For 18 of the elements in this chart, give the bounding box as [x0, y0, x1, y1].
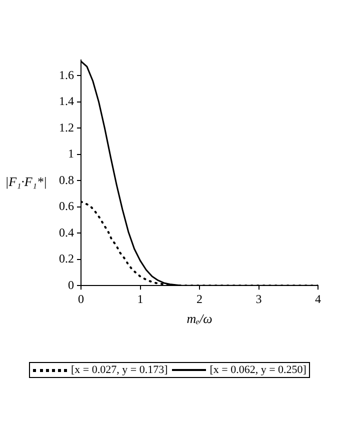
x-tick-label: 1 [137, 292, 144, 306]
y-tick-label: 0.6 [59, 199, 74, 214]
y-tick-label: 1.6 [59, 68, 74, 82]
y-tick-label: 1 [68, 146, 74, 161]
y-tick-label: 0.4 [59, 225, 74, 240]
x-tick-label: 0 [78, 292, 84, 306]
legend-label: [x = 0.027, y = 0.173] [71, 364, 168, 376]
y-tick-label: 0.8 [59, 172, 74, 187]
y-tick-label: 1.4 [59, 94, 74, 108]
x-tick-label: 3 [256, 292, 262, 306]
x-tick-label: 2 [196, 292, 202, 306]
x-tick-label: 4 [315, 292, 321, 306]
y-tick-label: 0 [68, 278, 74, 292]
y-axis-title: |F₁·F₁*| [5, 174, 47, 190]
x-axis-title: mₑ/ω [186, 311, 212, 326]
legend-label: [x = 0.062, y = 0.250] [210, 364, 306, 376]
y-tick-label: 1.2 [59, 120, 74, 134]
y-tick-label: 0.2 [59, 252, 74, 266]
